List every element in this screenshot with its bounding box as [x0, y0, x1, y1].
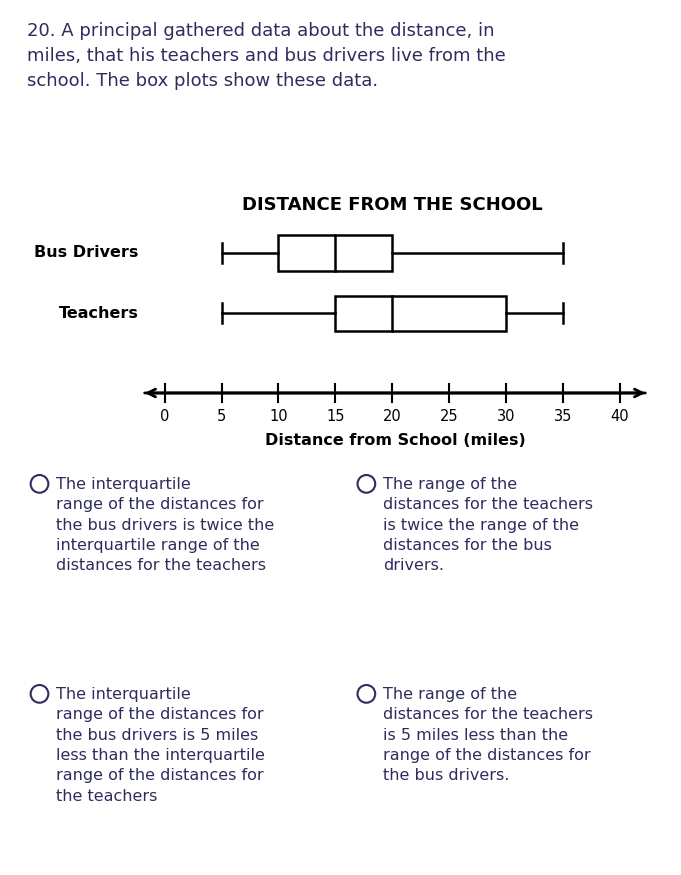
Text: 15: 15 [326, 409, 345, 423]
Text: 40: 40 [610, 409, 629, 423]
Bar [335, 296, 506, 331]
Text: The range of the
distances for the teachers
is 5 miles less than the
range of th: The range of the distances for the teach… [383, 687, 592, 783]
Text: 5: 5 [217, 409, 226, 423]
Text: 0: 0 [160, 409, 170, 423]
Text: Distance from School (miles): Distance from School (miles) [265, 433, 525, 448]
Text: 35: 35 [554, 409, 572, 423]
Text: 30: 30 [496, 409, 515, 423]
Text: 25: 25 [440, 409, 458, 423]
Text: The interquartile
range of the distances for
the bus drivers is 5 miles
less tha: The interquartile range of the distances… [56, 687, 265, 804]
Text: The interquartile
range of the distances for
the bus drivers is twice the
interq: The interquartile range of the distances… [56, 477, 274, 573]
Text: 10: 10 [269, 409, 287, 423]
Text: Bus Drivers: Bus Drivers [34, 245, 138, 261]
Text: 20. A principal gathered data about the distance, in
miles, that his teachers an: 20. A principal gathered data about the … [27, 22, 506, 90]
Text: DISTANCE FROM THE SCHOOL: DISTANCE FROM THE SCHOOL [242, 196, 543, 214]
Text: Teachers: Teachers [59, 306, 138, 321]
Bar [279, 235, 392, 270]
Text: 20: 20 [383, 409, 402, 423]
Text: The range of the
distances for the teachers
is twice the range of the
distances : The range of the distances for the teach… [383, 477, 592, 573]
